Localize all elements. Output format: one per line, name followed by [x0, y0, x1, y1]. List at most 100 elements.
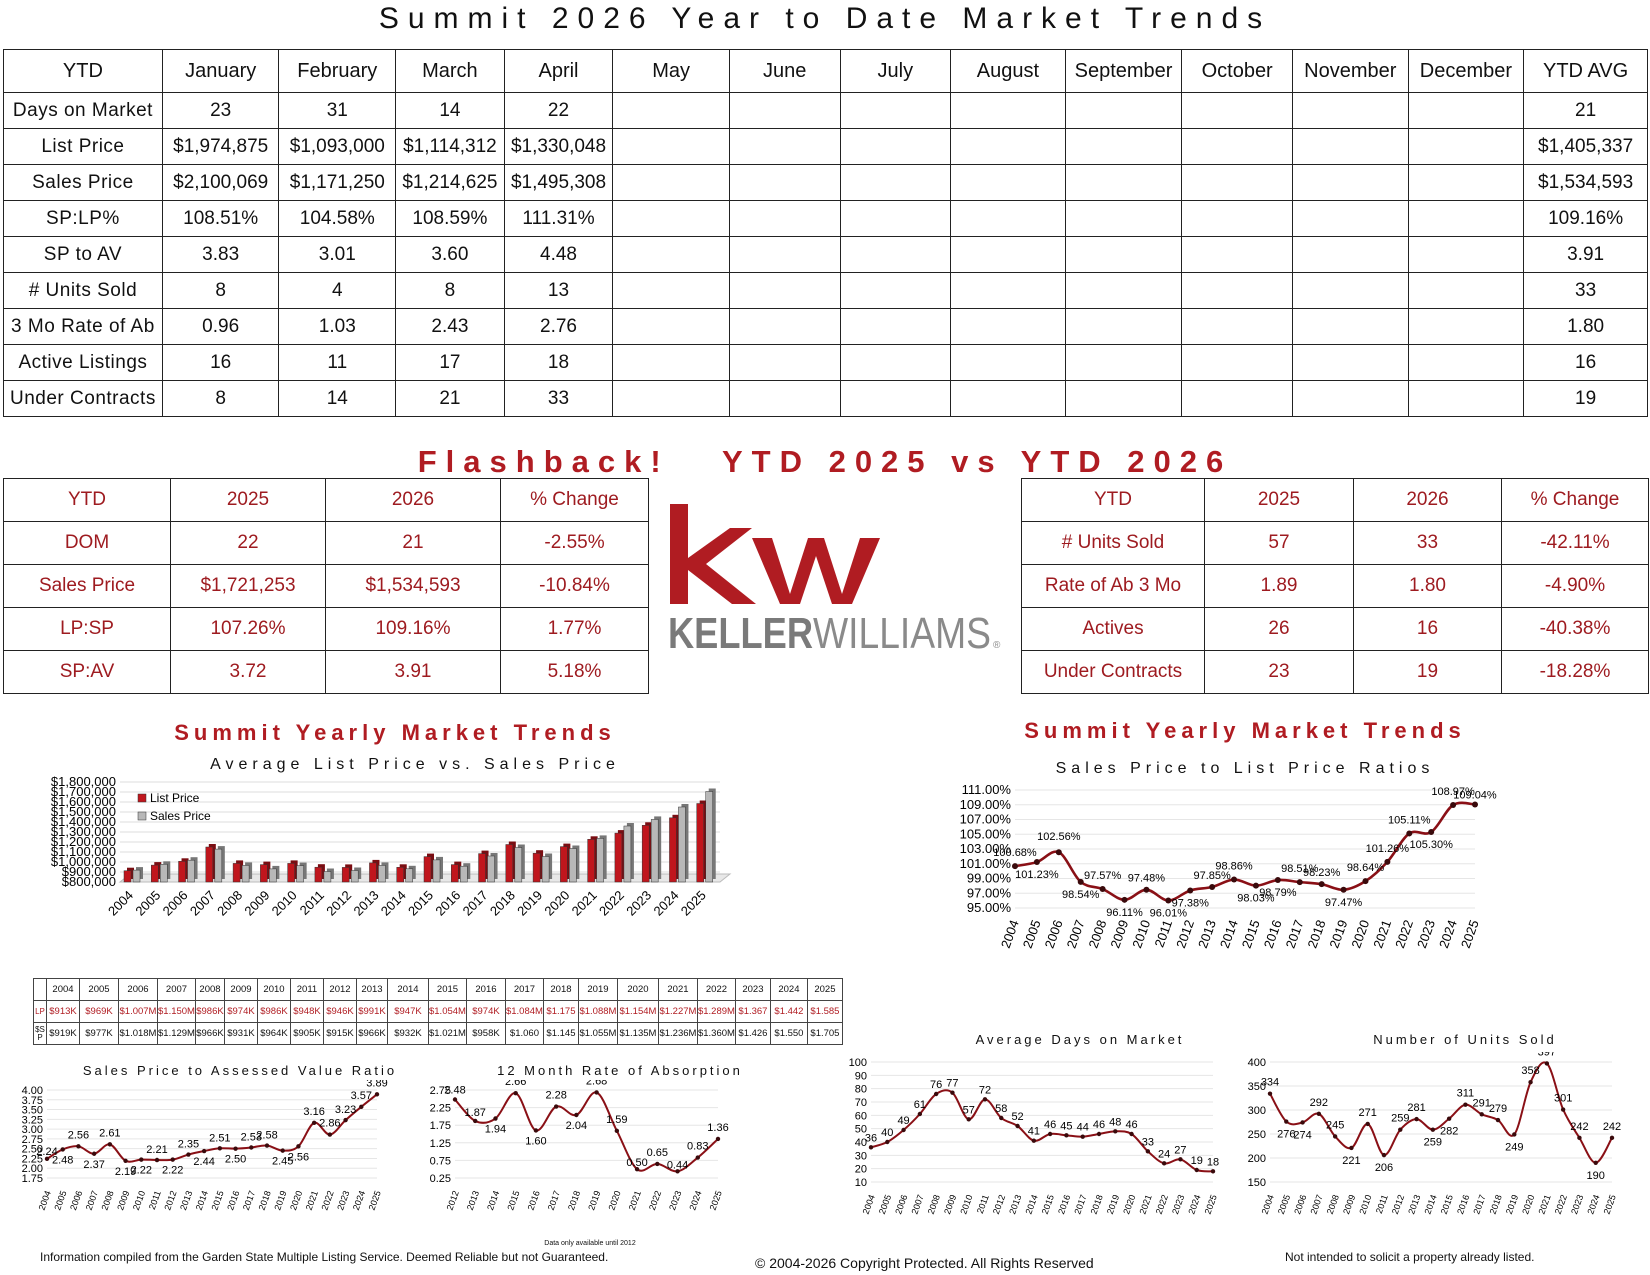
flashback-cell: 109.16% — [325, 607, 501, 651]
y-tick-label: 3.50 — [22, 1105, 43, 1117]
x-tick-label: 2012 — [445, 1189, 461, 1211]
bar-sales-price — [460, 865, 468, 883]
x-tick-label: 2010 — [958, 1193, 974, 1215]
price-cell: $1.150M — [157, 1000, 196, 1023]
price-cell: $1.360M — [696, 1022, 736, 1045]
table-cell — [1291, 308, 1409, 345]
price-cell: $958K — [465, 1022, 506, 1045]
table-cell — [1064, 128, 1183, 165]
data-point — [594, 1090, 599, 1095]
data-label: 245 — [1326, 1119, 1344, 1131]
table-cell — [1291, 128, 1409, 165]
flashback-header: % Change — [500, 478, 649, 522]
price-cell: 2022 — [696, 978, 736, 1001]
x-tick-label: 2007 — [1064, 918, 1088, 950]
x-tick-label: 2021 — [304, 1189, 320, 1211]
x-tick-label: 2022 — [1154, 1193, 1170, 1215]
y-tick-label: 0.75 — [430, 1155, 451, 1167]
flashback-cell: -42.11% — [1501, 521, 1649, 565]
price-cell: $1.289M — [696, 1000, 736, 1023]
table-cell: 108.51% — [161, 200, 280, 237]
data-label: 291 — [1473, 1097, 1491, 1109]
bar-list-price — [451, 864, 459, 883]
table-cell — [612, 344, 730, 381]
flashback-cell: 23 — [1204, 650, 1354, 694]
data-label: 98.64% — [1347, 862, 1385, 874]
x-tick-label: 2025 — [1602, 1193, 1618, 1215]
data-label: 279 — [1489, 1103, 1507, 1115]
x-tick-label: 2006 — [1042, 918, 1066, 950]
x-tick-label: 2015 — [209, 1189, 225, 1211]
data-label: 44 — [1077, 1122, 1089, 1134]
data-label: 3.89 — [366, 1080, 387, 1089]
table-cell — [612, 128, 730, 165]
price-cell: $1.154M — [616, 1000, 659, 1023]
bar-sales-price — [569, 848, 577, 883]
data-point — [966, 1117, 971, 1122]
footer-disclaimer: Not intended to solicit a property alrea… — [1285, 1250, 1535, 1264]
x-tick-label: 2022 — [1392, 918, 1416, 950]
data-label: 3.23 — [335, 1104, 356, 1116]
data-label: 2.04 — [566, 1120, 587, 1132]
x-tick-label: 2007 — [84, 1189, 100, 1211]
flashback-cell: LP:SP — [3, 607, 171, 651]
y-tick-label: 99.00% — [967, 871, 1012, 886]
table-cell — [1064, 380, 1183, 417]
price-cell: $1.367 — [734, 1000, 771, 1023]
data-label: 334 — [1261, 1077, 1279, 1089]
bar-list-price — [232, 863, 241, 883]
dom-title: Average Days on Market — [975, 1032, 1185, 1047]
table-cell — [1291, 92, 1409, 129]
logo-williams: WILLIAMS — [813, 609, 991, 658]
table-cell — [1291, 164, 1409, 201]
data-label: 45 — [1060, 1120, 1072, 1132]
data-label: 19 — [1191, 1155, 1203, 1167]
flashback-cell: 3.72 — [170, 650, 326, 694]
data-label: 105.11% — [1388, 814, 1431, 826]
data-point — [1143, 886, 1150, 893]
table-cell: 8 — [161, 380, 280, 417]
data-label: 46 — [1044, 1119, 1056, 1131]
data-label: 2.19 — [115, 1166, 136, 1178]
sp-lp-ratio-chart: 95.00%97.00%99.00%101.00%103.00%105.00%1… — [960, 782, 1497, 950]
data-point — [296, 1144, 301, 1149]
data-point — [1210, 1169, 1216, 1174]
bar-sales-price — [214, 848, 223, 883]
data-point — [1178, 1157, 1183, 1162]
x-tick-label: 2017 — [1283, 918, 1307, 950]
legend-swatch — [137, 811, 147, 821]
row-label: 3 Mo Rate of Ab — [3, 308, 163, 345]
price-cell: $1.135M — [616, 1022, 659, 1045]
data-label: 2.58 — [256, 1130, 277, 1142]
table-cell — [1064, 236, 1183, 273]
data-label: 1.36 — [707, 1122, 728, 1134]
bar-sales-price — [296, 865, 304, 883]
table-cell — [728, 92, 841, 129]
x-tick-label: 2021 — [569, 888, 600, 919]
row-label: Sales Price — [3, 164, 163, 201]
x-tick-label: 2010 — [1129, 918, 1153, 950]
table-cell: 8 — [395, 272, 505, 309]
table-cell: 4 — [278, 272, 397, 309]
table-cell — [1407, 308, 1525, 345]
data-label: 98.86% — [1215, 861, 1253, 873]
bar-list-price — [641, 825, 650, 883]
x-tick-label: 2017 — [241, 1189, 257, 1211]
yearly-left-subtitle: Average List Price vs. Sales Price — [210, 756, 620, 773]
table-row: Actives 26 16 -40.38% — [1021, 607, 1649, 651]
x-tick-label: 2010 — [1357, 1193, 1373, 1215]
x-tick-label: 2007 — [187, 888, 218, 919]
price-cell: $947K — [386, 1000, 429, 1023]
table-cell — [1407, 92, 1525, 129]
price-cell: $946K — [322, 1000, 357, 1023]
header-january: January — [161, 49, 280, 93]
x-tick-label: 2024 — [351, 1189, 367, 1211]
ytd-avg-cell: 3.91 — [1523, 236, 1648, 273]
data-point — [1284, 1119, 1289, 1124]
data-point — [139, 1157, 144, 1162]
data-label: 2.44 — [193, 1156, 214, 1168]
table-cell — [950, 200, 1066, 237]
flashback-cell: 26 — [1204, 607, 1354, 651]
data-label: 0.50 — [626, 1157, 647, 1169]
